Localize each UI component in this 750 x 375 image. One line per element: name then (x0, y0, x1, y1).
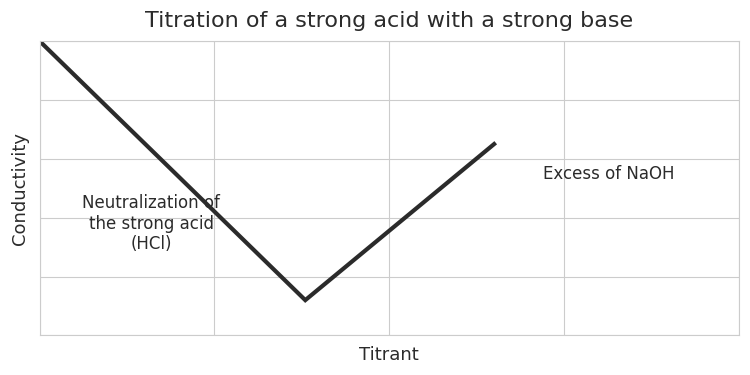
Title: Titration of a strong acid with a strong base: Titration of a strong acid with a strong… (146, 11, 633, 31)
Text: Excess of NaOH: Excess of NaOH (543, 165, 674, 183)
Text: Neutralization of
the strong acid
(HCl): Neutralization of the strong acid (HCl) (82, 194, 220, 254)
Y-axis label: Conductivity: Conductivity (11, 132, 29, 245)
X-axis label: Titrant: Titrant (359, 346, 419, 364)
